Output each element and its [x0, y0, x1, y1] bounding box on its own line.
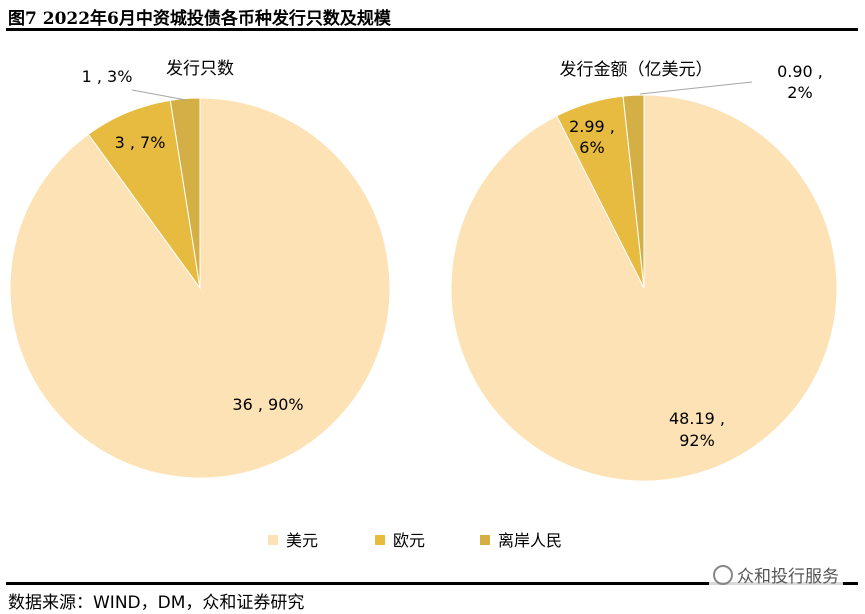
pie1-slice-offshore-rmb: [169, 97, 201, 289]
pie2-title: 发行金额（亿美元）: [560, 60, 713, 80]
pie1-label-offshore-rmb: 1 , 3%: [82, 67, 133, 86]
legend-item-eur: 欧元: [375, 527, 425, 551]
pie1-leader-offshore-rmb: [131, 89, 187, 101]
pie2-slice-offshore-rmb: [622, 94, 645, 289]
pie-charts: 发行只数 36 , 90% 3 , 7% 1 , 3% 发行金额（亿美元） 48.19 ,…: [9, 59, 838, 482]
legend-item-offshore-rmb: 离岸人民: [480, 527, 562, 551]
pie1-label-eur: 3 , 7%: [115, 133, 166, 152]
pie2-label-offshore-rmb: 0.90 , 2%: [777, 62, 823, 102]
top-rule: [6, 28, 858, 31]
legend-swatch-eur: [375, 535, 385, 545]
watermark-text: 众和投行服务: [737, 567, 839, 587]
legend-swatch-offshore-rmb: [480, 535, 490, 545]
pie2-label-usd: 48.19 , 92%: [669, 409, 725, 450]
legend-label-offshore-rmb: 离岸人民: [498, 531, 563, 550]
legend-label-eur: 欧元: [393, 531, 426, 550]
figure-title: 图7 2022年6月中资城投债各币种发行只数及规模: [8, 9, 391, 29]
legend-label-usd: 美元: [286, 531, 319, 550]
source-note: 数据来源：WIND，DM，众和证券研究: [8, 593, 305, 613]
bottom-rule: [6, 582, 858, 585]
legend: 美元 欧元 离岸人民: [0, 527, 865, 551]
legend-item-usd: 美元: [268, 527, 318, 551]
watermark: 众和投行服务: [709, 562, 843, 587]
legend-swatch-usd: [268, 535, 278, 545]
wechat-icon: [713, 565, 733, 585]
pie2-leader-offshore-rmb: [639, 81, 753, 95]
pie1-label-usd: 36 , 90%: [232, 395, 303, 414]
pie2-label-eur: 2.99 , 6%: [569, 117, 615, 157]
pie1-title: 发行只数: [166, 59, 234, 79]
